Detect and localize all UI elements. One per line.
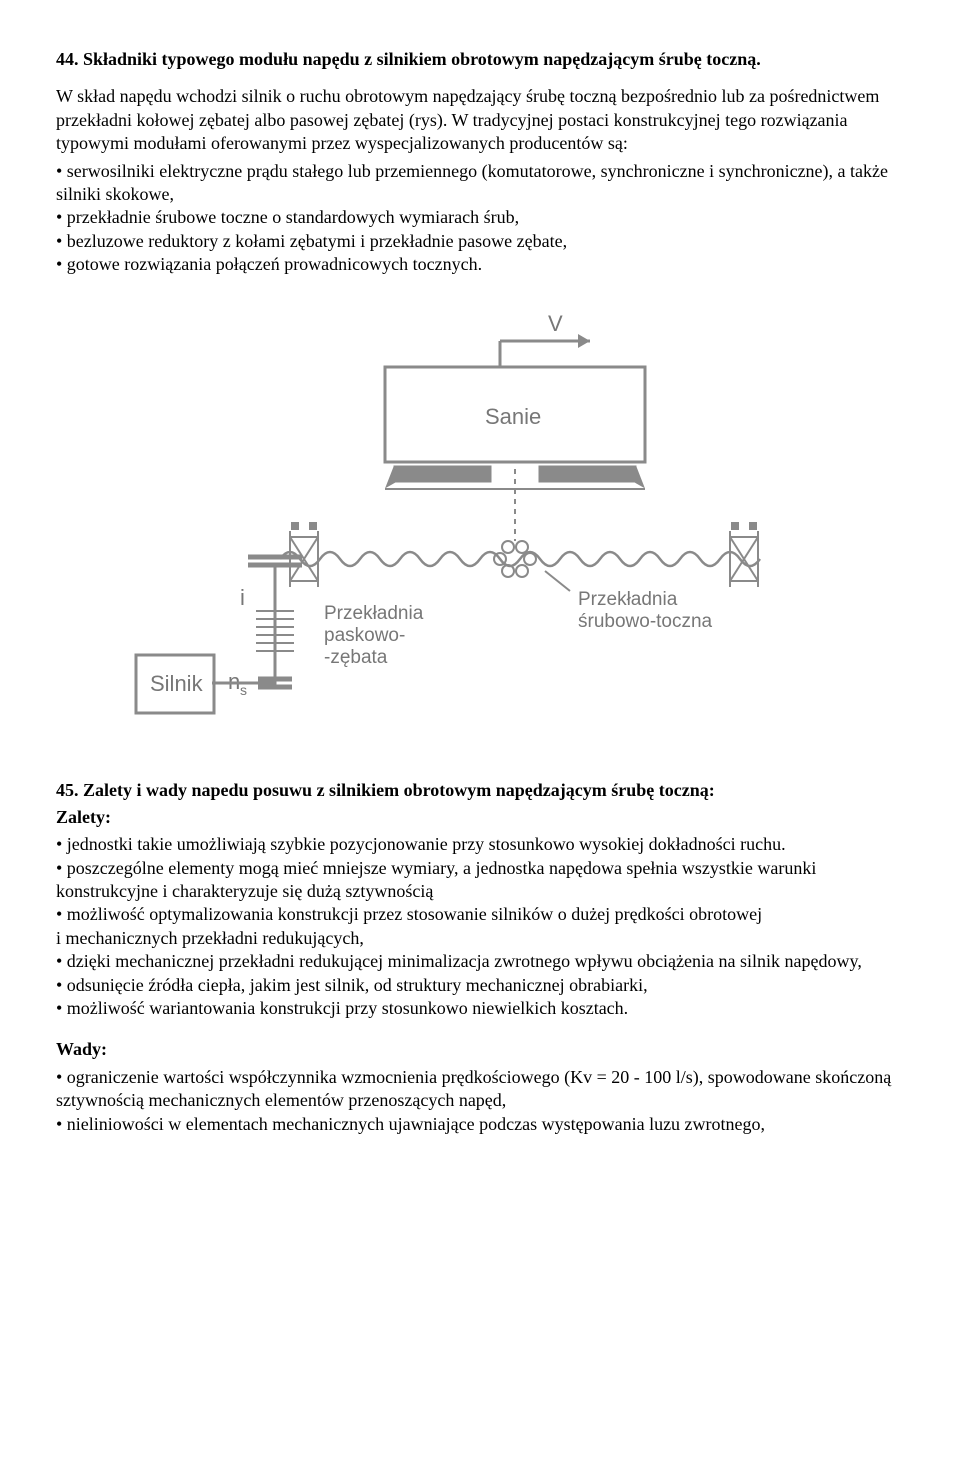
bearing-right bbox=[730, 523, 758, 587]
screw-label-pointer bbox=[545, 571, 570, 591]
i-label: i bbox=[240, 585, 245, 610]
s44-bullet-1: • serwosilniki elektryczne prądu stałego… bbox=[56, 160, 904, 207]
s44-bullet-3: • bezluzowe reduktory z kołami zębatymi … bbox=[56, 230, 904, 253]
z3a: • możliwość optymalizowania konstrukcji … bbox=[56, 903, 904, 926]
v-label: V bbox=[548, 311, 563, 336]
z4: • dzięki mechanicznej przekładni redukuj… bbox=[56, 950, 904, 973]
z1: • jednostki takie umożliwiają szybkie po… bbox=[56, 833, 904, 856]
section-44-para: W skład napędu wchodzi silnik o ruchu ob… bbox=[56, 85, 904, 155]
z2: • poszczególne elementy mogą mieć mniejs… bbox=[56, 857, 904, 904]
zalety-head: Zalety: bbox=[56, 806, 904, 829]
v-arrow: V bbox=[500, 311, 590, 367]
silnik-label: Silnik bbox=[150, 671, 204, 696]
screw-label-2: śrubowo-toczna bbox=[578, 611, 713, 632]
w1: • ograniczenie wartości współczynnika wz… bbox=[56, 1066, 904, 1113]
pulley-top bbox=[248, 557, 302, 565]
s44-bullet-2: • przekładnie śrubowe toczne o standardo… bbox=[56, 206, 904, 229]
belt-label-3: -zębata bbox=[324, 647, 388, 668]
belt-label-1: Przekładnia bbox=[324, 603, 424, 624]
w2: • nieliniowości w elementach mechaniczny… bbox=[56, 1113, 904, 1136]
s44-bullet-4: • gotowe rozwiązania połączeń prowadnico… bbox=[56, 253, 904, 276]
drive-diagram: V Sanie bbox=[130, 309, 830, 739]
wady-head: Wady: bbox=[56, 1038, 904, 1061]
z6: • możliwość wariantowania konstrukcji pr… bbox=[56, 997, 904, 1020]
belt-label-2: paskowo- bbox=[324, 625, 405, 646]
z3b: i mechanicznych przekładni redukujących, bbox=[56, 927, 904, 950]
ball-screw bbox=[280, 541, 760, 577]
screw-label-1: Przekładnia bbox=[578, 589, 678, 610]
section-44-title: 44. Składniki typowego modułu napędu z s… bbox=[56, 48, 904, 71]
z5: • odsunięcie źródła ciepła, jakim jest s… bbox=[56, 974, 904, 997]
sanie-label: Sanie bbox=[485, 404, 541, 429]
section-45-title: 45. Zalety i wady napedu posuwu z silnik… bbox=[56, 780, 715, 800]
